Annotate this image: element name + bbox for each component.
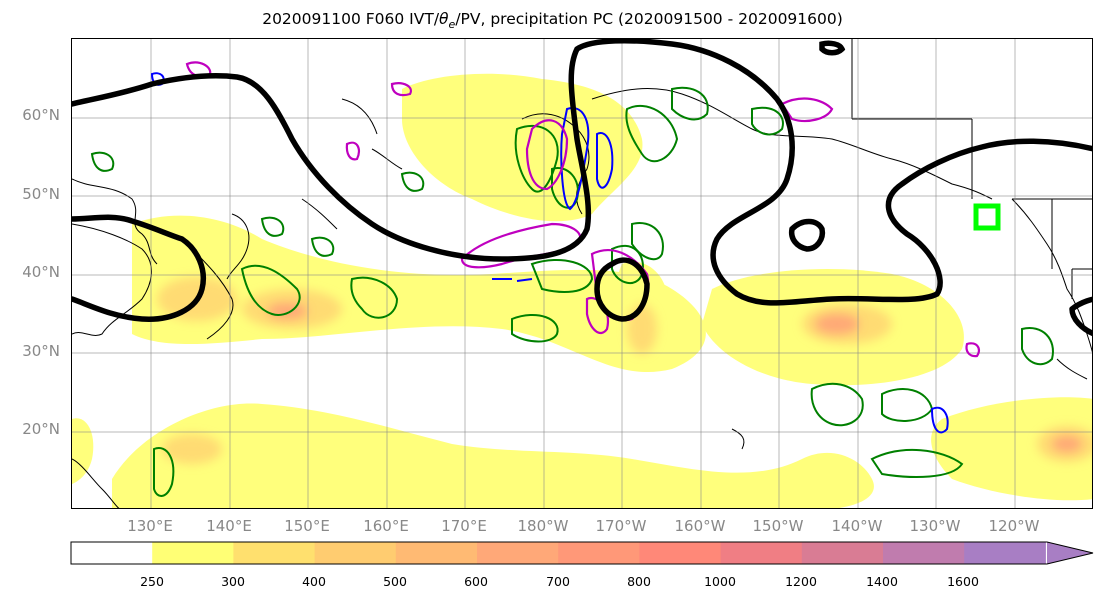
colorbar-cell-below (71, 542, 153, 564)
colorbar-tick-400: 400 (302, 574, 326, 589)
colorbar-cell-1600 (964, 542, 1046, 564)
colorbar-cell-1000 (720, 542, 803, 564)
coastline-layer (72, 39, 1092, 508)
lon-label-170e: 170°E (441, 517, 487, 535)
lon-label-170w: 170°W (595, 517, 647, 535)
lon-label-160e: 160°E (363, 517, 409, 535)
lon-label-140w: 140°W (831, 517, 883, 535)
theta-e-contours (72, 39, 1092, 337)
colorbar-tick-300: 300 (221, 574, 245, 589)
colorbar-cell-250 (152, 542, 234, 564)
lat-label-50: 50°N (22, 185, 60, 203)
colorbar-cell-400 (314, 542, 397, 564)
colorbar-cell-300 (233, 542, 316, 564)
colorbar-cell-800 (639, 542, 722, 564)
colorbar-extend-arrow (1047, 542, 1093, 564)
lon-label-150w: 150°W (752, 517, 804, 535)
colorbar-tick-1600: 1600 (947, 574, 979, 589)
colorbar-tick-800: 800 (627, 574, 651, 589)
colorbar-tick-600: 600 (464, 574, 488, 589)
colorbar-tick-700: 700 (546, 574, 570, 589)
lon-label-180w: 180°W (517, 517, 569, 535)
colorbar-cell-500 (395, 542, 478, 564)
lat-label-40: 40°N (22, 263, 60, 281)
lat-label-60: 60°N (22, 106, 60, 124)
lat-label-30: 30°N (22, 342, 60, 360)
chart-title: 2020091100 F060 IVT/θe/PV, precipitation… (0, 10, 1105, 31)
lon-label-140e: 140°E (206, 517, 252, 535)
colorbar (70, 541, 1094, 565)
colorbar-tick-500: 500 (383, 574, 407, 589)
title-theta-sub: e (448, 18, 456, 32)
title-prefix: 2020091100 F060 IVT/ (262, 10, 440, 28)
lon-label-160w: 160°W (674, 517, 726, 535)
colorbar-tick-1200: 1200 (785, 574, 817, 589)
colorbar-cell-1400 (883, 542, 965, 564)
colorbar-cell-600 (477, 542, 559, 564)
lon-label-130w: 130°W (909, 517, 961, 535)
colorbar-outline (70, 541, 1094, 565)
colorbar-tick-1400: 1400 (866, 574, 898, 589)
lat-label-20: 20°N (22, 420, 60, 438)
lon-label-150e: 150°E (284, 517, 330, 535)
colorbar-tick-250: 250 (140, 574, 164, 589)
map-panel (71, 38, 1093, 509)
colorbar-cell-700 (558, 542, 640, 564)
target-region-box (973, 203, 1001, 231)
title-suffix: /PV, precipitation PC (2020091500 - 2020… (455, 10, 843, 28)
colorbar-cell-1200 (801, 542, 884, 564)
map-svg (72, 39, 1092, 508)
lon-label-120w: 120°W (988, 517, 1040, 535)
title-theta: θ (439, 10, 449, 28)
lon-label-130e: 130°E (127, 517, 173, 535)
colorbar-tick-1000: 1000 (704, 574, 736, 589)
